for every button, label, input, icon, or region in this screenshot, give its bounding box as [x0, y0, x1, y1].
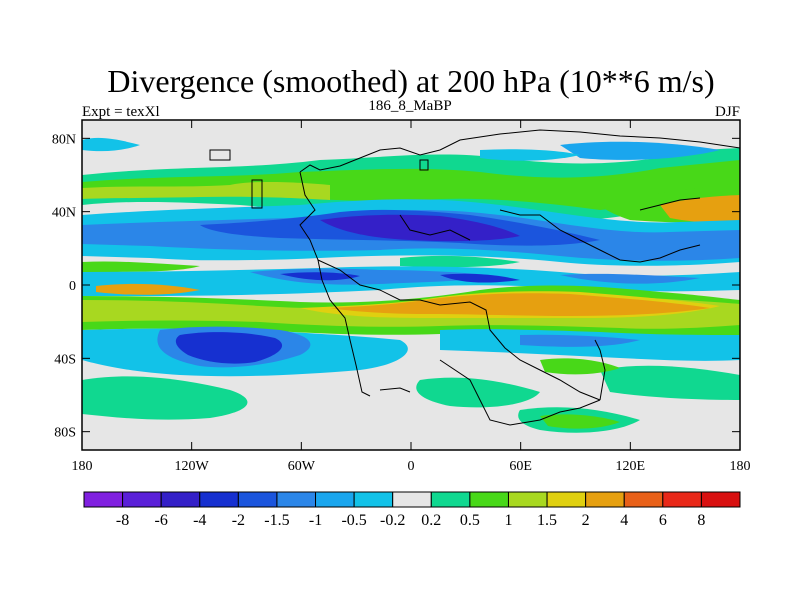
x-tick-label: 180 — [730, 459, 751, 474]
colorbar-label: -6 — [155, 512, 168, 529]
divergence-fields — [82, 137, 740, 433]
colorbar-box — [430, 491, 471, 508]
colorbar-label: -4 — [193, 512, 206, 529]
x-tick-label: 180 — [72, 459, 93, 474]
x-tick-label: 120E — [616, 459, 646, 474]
colorbar-label: 4 — [620, 512, 628, 529]
colorbar-label: 6 — [659, 512, 667, 529]
colorbar-label: 2 — [582, 512, 590, 529]
x-tick-label: 120W — [175, 459, 210, 474]
colorbar-box — [237, 491, 278, 508]
colorbar-label: -0.2 — [380, 512, 405, 529]
x-tick-label: 0 — [408, 459, 415, 474]
colorbar-box — [507, 491, 548, 508]
colorbar-box — [122, 491, 162, 508]
colorbar-label: 1.5 — [537, 512, 557, 529]
colorbar-box — [392, 491, 432, 508]
colorbar-label: 8 — [697, 512, 705, 529]
chart-title: Divergence (smoothed) at 200 hPa (10**6 … — [107, 63, 714, 99]
left-label: Expt = texXl — [82, 104, 160, 120]
colorbar-label: 1 — [504, 512, 512, 529]
colorbar-label: -1 — [309, 512, 322, 529]
colorbar-box — [623, 491, 664, 508]
colorbar-box — [315, 491, 355, 508]
colorbar-box — [662, 491, 702, 508]
colorbar-label: 0.2 — [421, 512, 441, 529]
colorbar-box — [546, 491, 587, 508]
y-tick-label: 0 — [69, 279, 76, 294]
colorbar-box — [353, 491, 394, 508]
colorbar-label: -0.5 — [341, 512, 366, 529]
x-tick-label: 60E — [509, 459, 532, 474]
x-tick-label: 60W — [288, 459, 316, 474]
colorbar-box — [199, 491, 239, 508]
colorbar-label: -1.5 — [264, 512, 289, 529]
colorbar-label: 0.5 — [460, 512, 480, 529]
continent-outlines — [209, 129, 741, 426]
colorbar-box — [585, 491, 625, 508]
colorbar-box — [83, 491, 124, 508]
y-tick-label: 80N — [52, 132, 76, 147]
colorbar-box — [469, 491, 509, 508]
colorbar-box — [700, 491, 741, 508]
colorbar-label: -8 — [116, 512, 129, 529]
colorbar-box — [276, 491, 317, 508]
y-tick-label: 40S — [54, 352, 76, 367]
y-tick-label: 40N — [52, 206, 76, 221]
colorbar-label: -2 — [232, 512, 245, 529]
right-label: DJF — [715, 104, 740, 120]
map-plot — [81, 119, 741, 451]
colorbar-box — [160, 491, 201, 508]
axis-ticks — [81, 120, 741, 450]
colorbar: -8 -6 -4 -2 -1.5 -1 -0.5 -0.2 0.2 0.5 1 … — [83, 491, 741, 529]
y-axis: 80N 40N 0 40S 80S — [52, 132, 76, 440]
center-label: 186_8_MaBP — [368, 98, 451, 114]
x-axis: 180 120W 60W 0 60E 120E 180 — [72, 459, 751, 474]
y-tick-label: 80S — [54, 426, 76, 441]
